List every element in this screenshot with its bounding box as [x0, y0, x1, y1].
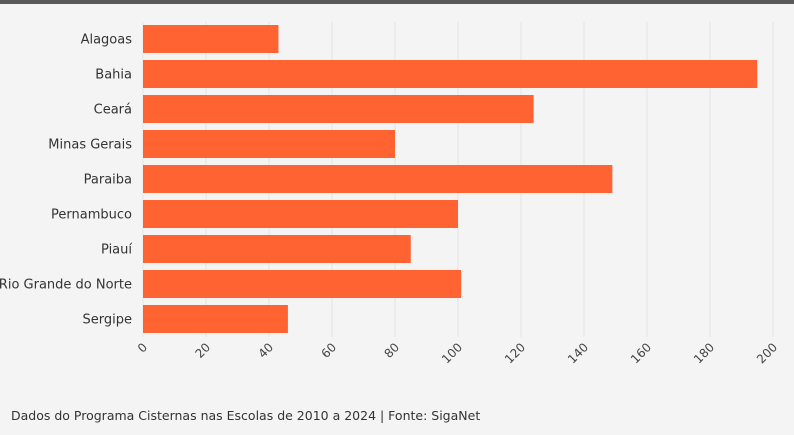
bar — [143, 270, 462, 298]
category-label: Alagoas — [81, 33, 133, 48]
x-tick-label: 0 — [135, 340, 150, 355]
x-tick-label: 60 — [318, 340, 339, 361]
x-tick-label: 200 — [754, 340, 780, 366]
category-label: Bahia — [95, 68, 132, 83]
category-label: Ceará — [94, 103, 132, 118]
category-label: Pernambuco — [51, 208, 132, 223]
x-tick-label: 140 — [565, 340, 591, 366]
category-label: Piauí — [101, 243, 132, 258]
bar — [143, 305, 288, 333]
category-label: Paraiba — [84, 173, 132, 188]
category-label: Rio Grande do Norte — [0, 278, 132, 293]
x-tick-label: 180 — [691, 340, 717, 366]
x-tick-label: 120 — [502, 340, 528, 366]
category-label: Minas Gerais — [48, 138, 132, 153]
x-tick-label: 20 — [192, 340, 213, 361]
bar — [143, 95, 534, 123]
bar — [143, 165, 613, 193]
category-label: Sergipe — [83, 313, 132, 328]
bars — [143, 25, 758, 333]
bar — [143, 235, 411, 263]
x-tick-label: 160 — [628, 340, 654, 366]
x-tick-label: 40 — [255, 340, 276, 361]
footnote: Dados do Programa Cisternas nas Escolas … — [11, 408, 481, 423]
bar — [143, 25, 279, 53]
x-tick-label: 80 — [381, 340, 402, 361]
top-border — [0, 0, 794, 4]
bar — [143, 200, 458, 228]
x-tick-label: 100 — [439, 340, 465, 366]
category-labels: Alagoas Bahia Ceará Minas Gerais Paraiba Pern… — [0, 33, 132, 328]
bar — [143, 130, 395, 158]
bar — [143, 60, 758, 88]
bar-chart: Alagoas Bahia Ceará Minas Gerais Paraiba Pern… — [0, 22, 780, 366]
x-tick-labels: 0 20 40 60 80 100 120 140 160 180 200 — [135, 340, 780, 366]
